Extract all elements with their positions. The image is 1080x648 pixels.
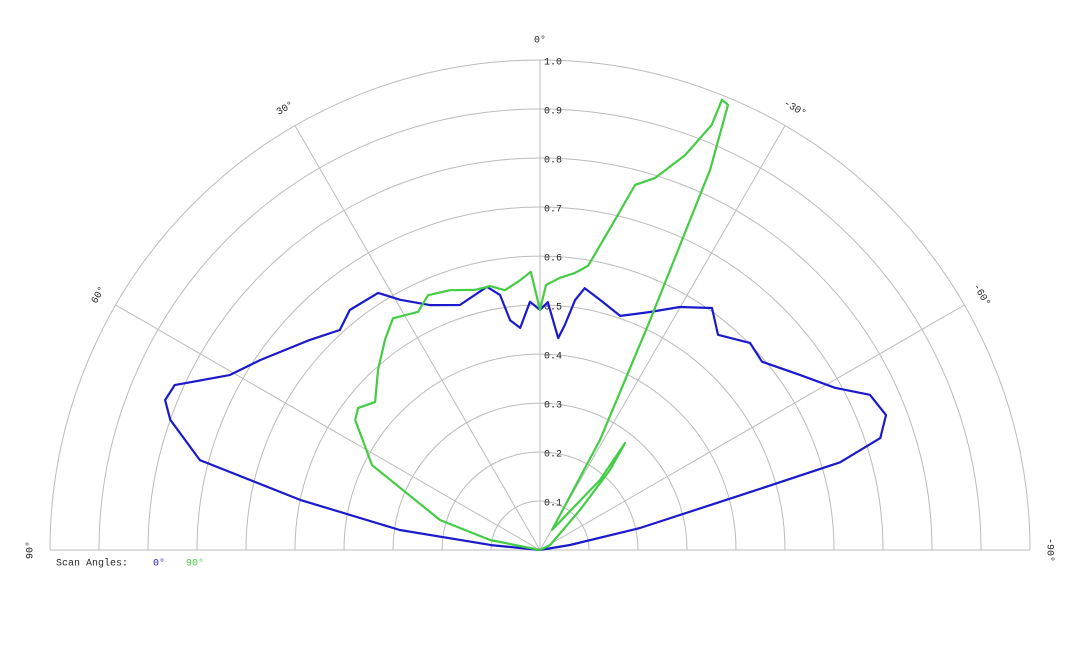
r-tick-label: 0.4 (544, 352, 562, 363)
grid-spoke (294, 125, 541, 551)
legend-entry: 0° (153, 558, 165, 570)
r-tick-label: 0.5 (544, 303, 562, 314)
legend-entry: 90° (186, 558, 204, 570)
r-tick-label: 0.2 (544, 450, 562, 461)
angle-label: -30° (781, 98, 808, 120)
r-tick-label: 0.6 (544, 254, 562, 265)
r-tick-label: 0.9 (544, 107, 562, 118)
angle-label: 0° (534, 35, 546, 47)
r-tick-label: 0.3 (544, 401, 562, 412)
angle-label: -60° (970, 282, 992, 309)
grid-spoke (115, 304, 541, 551)
r-tick-label: 0.1 (544, 499, 562, 510)
legend-title: Scan Angles: (56, 558, 128, 570)
angle-label: 60° (89, 285, 108, 307)
series-line (164, 285, 888, 552)
series-line (354, 98, 730, 552)
angle-label: 90° (25, 541, 37, 559)
angle-label: -90° (1043, 538, 1055, 562)
angle-label: 30° (275, 99, 297, 118)
r-tick-label: 1.0 (544, 58, 562, 69)
r-tick-label: 0.8 (544, 156, 562, 167)
grid-spoke (539, 304, 965, 551)
grid-spoke (539, 125, 786, 551)
r-tick-label: 0.7 (544, 205, 562, 216)
